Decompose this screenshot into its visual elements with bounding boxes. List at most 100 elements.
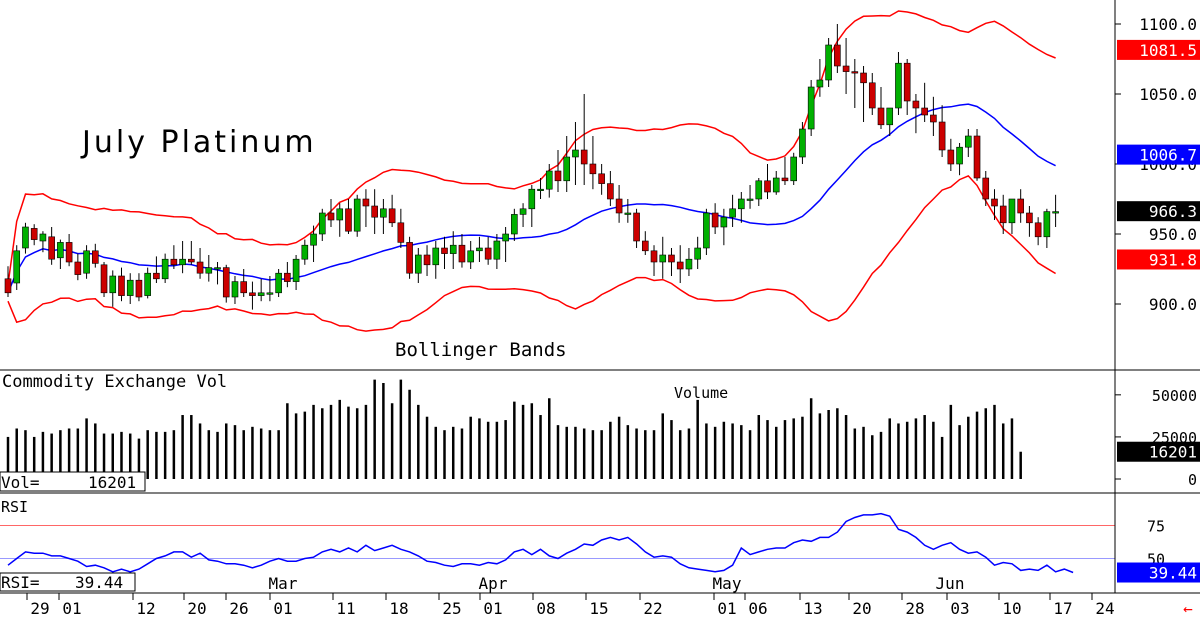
candle-body (231, 281, 239, 298)
candle (144, 267, 151, 299)
x-month-label: Mar (269, 574, 298, 593)
candle (1043, 208, 1051, 248)
candle-body (912, 100, 920, 109)
candle (860, 66, 867, 122)
candle (947, 138, 955, 171)
candle-body (877, 107, 885, 126)
candle-body (135, 279, 143, 298)
candle (729, 194, 736, 227)
candle-body (938, 121, 946, 151)
x-tick-label: 15 (589, 599, 608, 618)
candle (545, 164, 553, 198)
candle-body (153, 272, 160, 280)
candle (310, 225, 317, 262)
x-tick-label: 17 (1053, 599, 1072, 618)
x-tick-label: 13 (803, 599, 822, 618)
candle (1034, 217, 1042, 246)
candle-body (502, 233, 509, 242)
candle (781, 157, 789, 185)
candle-body (868, 82, 876, 109)
candle (371, 189, 378, 234)
candle-body (545, 170, 553, 190)
x-tick-label: 18 (389, 599, 408, 618)
volume-readout-label: Vol= (1, 473, 40, 492)
candle-body (930, 114, 937, 123)
candle (476, 236, 483, 262)
candle (694, 236, 701, 269)
candle-body (580, 149, 588, 165)
rsi-flag (1117, 562, 1200, 583)
candle (318, 208, 326, 241)
price-flag-label: 1006.7 (1139, 146, 1197, 165)
x-month-label: Jun (936, 574, 965, 593)
candle-body (572, 149, 579, 158)
candle (991, 189, 998, 220)
candle (249, 281, 256, 310)
candle (825, 38, 832, 87)
candle-body (615, 198, 623, 214)
candle-body (781, 177, 789, 182)
candle (685, 248, 693, 276)
candle (659, 236, 667, 279)
x-tick-label: 03 (950, 599, 969, 618)
candle (188, 241, 195, 265)
candle-body (310, 233, 317, 246)
candle-body (563, 156, 571, 182)
candle-body (257, 292, 265, 296)
volume-flag (1117, 441, 1200, 462)
candle (74, 253, 82, 281)
candle (903, 59, 911, 115)
candle-body (607, 183, 614, 200)
candle (720, 208, 728, 246)
candle (563, 136, 571, 192)
candle-body (650, 250, 658, 263)
candle-body (126, 279, 134, 296)
candle-body (284, 272, 291, 282)
candle-body (292, 258, 300, 282)
candle (511, 208, 518, 241)
candle (816, 59, 824, 97)
rsi-title: RSI (1, 498, 28, 516)
candle-body (807, 86, 815, 130)
candle (467, 241, 474, 269)
candle-body (222, 267, 230, 298)
candle-body (999, 205, 1007, 224)
candle-body (729, 208, 736, 218)
candle-body (240, 281, 248, 294)
candle (336, 203, 344, 237)
candle-body (973, 135, 981, 179)
candle-body (345, 208, 352, 232)
price-flag (1117, 144, 1200, 165)
x-tick-label: 24 (1095, 599, 1114, 618)
candle-body (144, 272, 151, 296)
candle (179, 241, 186, 274)
candle-body (249, 292, 256, 296)
candle (30, 224, 38, 246)
candle-body (275, 272, 282, 294)
candle (48, 227, 55, 265)
candle (964, 129, 972, 157)
candle (118, 267, 125, 302)
candle-body (432, 247, 440, 266)
candle (572, 122, 579, 185)
candle (886, 107, 894, 136)
candle-body (476, 247, 483, 252)
candle (999, 194, 1007, 234)
price-flag (1117, 201, 1200, 222)
candle-body (380, 208, 387, 218)
candle-body (964, 135, 972, 148)
candle-body (554, 170, 562, 182)
candle (790, 152, 798, 185)
candle (1026, 206, 1033, 237)
candle-body (991, 198, 998, 207)
candle-body (528, 188, 536, 210)
candle-body (458, 244, 466, 263)
candle (711, 203, 719, 234)
candle (13, 245, 21, 290)
candle-body (633, 212, 640, 242)
candle (406, 236, 413, 279)
scroll-left-icon[interactable]: ← (1183, 599, 1193, 618)
candle-body (188, 258, 195, 263)
rsi-readout-label: RSI= (1, 573, 40, 592)
candle-body (1008, 198, 1016, 224)
